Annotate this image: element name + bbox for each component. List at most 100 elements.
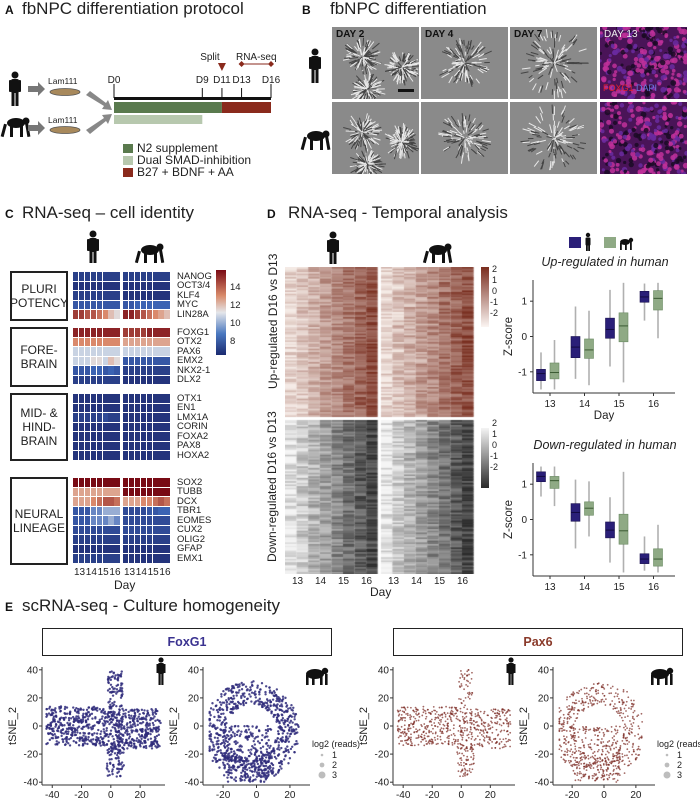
tsne-point (618, 752, 621, 755)
heatmap-cell (84, 525, 91, 535)
tsne-point (503, 729, 506, 732)
tsne-point (151, 713, 155, 716)
tsne-point (631, 728, 633, 731)
tsne-point (262, 780, 266, 783)
heatmap-cell (102, 281, 108, 291)
tsne-point (237, 756, 240, 759)
tsne-point (275, 699, 278, 703)
tsne-point (614, 764, 617, 767)
tsne-point (401, 719, 404, 721)
heatmap-cell (140, 497, 146, 506)
tsne-point (497, 712, 500, 715)
tsne-point (484, 728, 487, 731)
tsne-point (243, 774, 247, 777)
heatmap-cell (108, 272, 114, 281)
tsne-point (248, 778, 251, 781)
heatmap-cell (128, 525, 135, 535)
tsne-point (244, 729, 248, 732)
tsne-point (217, 708, 221, 711)
tsne-point (62, 718, 66, 721)
day-tick: 13 (124, 567, 136, 578)
tsne-point (617, 697, 620, 700)
tsne-point (87, 706, 91, 709)
tsne-point (60, 734, 63, 738)
tsne-point (76, 726, 79, 730)
tsne-point (423, 734, 426, 737)
x-tick-label: -40 (396, 790, 411, 801)
tsne-point (68, 737, 71, 741)
tsne-point (149, 737, 153, 740)
x-tick-label: -20 (74, 790, 89, 801)
tsne-point (220, 721, 223, 725)
tsne-point (131, 716, 134, 720)
heatmap-cell (164, 356, 170, 366)
heatmap-cell (96, 272, 102, 281)
tsne-point (262, 773, 266, 776)
tsne-point (463, 678, 466, 681)
tsne-point (222, 731, 225, 735)
tsne-point (416, 714, 419, 716)
tsne-point (459, 710, 462, 713)
tsne-point (112, 738, 115, 741)
tsne-point (505, 712, 507, 714)
tsne-point (430, 718, 433, 721)
tsne-point (491, 747, 493, 749)
tsne-point (288, 757, 292, 760)
tsne-point (566, 698, 568, 701)
heatmap-cell (90, 525, 96, 535)
tsne-point (577, 692, 580, 695)
tsne-point (253, 702, 256, 705)
tsne-point (121, 707, 124, 711)
tsne-point (83, 740, 86, 743)
tsne-point (414, 706, 417, 709)
tsne-point (143, 739, 147, 743)
tsne-point (573, 742, 576, 745)
tsne-point (142, 717, 146, 721)
tsne-point (416, 708, 419, 711)
heatmap-cell (134, 375, 141, 385)
tsne-point (592, 756, 595, 759)
tsne-point (632, 721, 635, 724)
tsne-point (608, 745, 611, 748)
tsne-point (462, 773, 465, 775)
tsne-point (63, 743, 67, 747)
tsne-point (488, 742, 491, 745)
tsne-point (415, 728, 417, 731)
tsne-point (471, 671, 473, 674)
tsne-point (78, 708, 82, 711)
heatmap-cell (90, 403, 96, 413)
split-label: Split (200, 52, 220, 63)
tsne-point (98, 739, 101, 743)
tsne-point (111, 726, 114, 729)
tsne-point (51, 737, 55, 740)
tsne-point (284, 701, 288, 705)
tsne-point (610, 744, 613, 747)
tsne-point (146, 709, 149, 713)
heatmap-cell (164, 310, 170, 319)
tsne-point (617, 712, 619, 714)
tsne-point (566, 706, 568, 708)
tsne-point (605, 745, 607, 748)
tsne-point (410, 715, 413, 718)
tsne-point (415, 737, 418, 740)
tsne-point (222, 739, 225, 742)
tsne-point (446, 712, 449, 715)
colorbar-tick: 14 (230, 282, 241, 293)
tsne-point (130, 744, 133, 747)
x-tick-label: 13 (544, 399, 556, 410)
tsne-point (457, 762, 459, 765)
heatmap-cell (73, 300, 79, 310)
tsne-point (628, 764, 630, 766)
tsne-point (213, 736, 217, 739)
tsne-point (467, 696, 470, 698)
tsne-point (116, 743, 120, 747)
tsne-point (459, 733, 462, 736)
heatmap-cell (84, 281, 91, 291)
heatmap-cell (128, 300, 135, 310)
tsne-point (568, 695, 571, 698)
tsne-point (265, 706, 268, 709)
tsne-point (73, 718, 76, 722)
heatmap-cell (90, 300, 96, 310)
x-tick-label: 15 (613, 582, 625, 590)
